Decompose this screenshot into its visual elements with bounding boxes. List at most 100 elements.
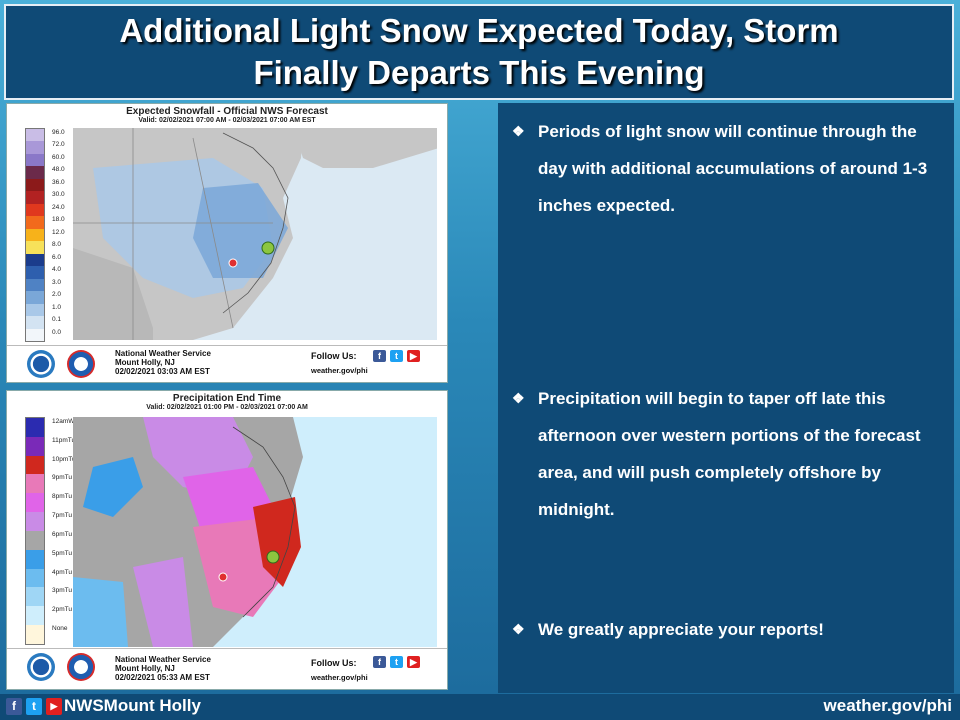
bullet-diamond-icon: ❖ xyxy=(512,390,525,406)
social-handle[interactable]: NWSMount Holly xyxy=(64,696,201,715)
snowfall-legend-swatch: 8.0 xyxy=(26,241,61,254)
precip-end-legend-label: 11pmTu xyxy=(52,436,76,444)
snowfall-legend-swatch: 36.0 xyxy=(26,178,65,192)
precip-end-legend-label: 8pmTu xyxy=(52,493,72,501)
twitter-icon[interactable]: t xyxy=(26,698,42,715)
snowfall-legend-swatch: 96.0 xyxy=(26,129,65,142)
snowfall-legend: 96.0 72.0 60.0 48.0 36.0 30.0 24.0 18.0 12.0 8.0 6… xyxy=(25,128,65,342)
snowfall-legend-label: 12.0 xyxy=(52,228,65,236)
title-banner: Additional Light Snow Expected Today, St… xyxy=(4,4,954,100)
precip-end-legend-swatch: None xyxy=(26,625,68,644)
precip-end-legend: 12amWe 11pmTu 10pmTu 9pmTu 8pmTu 7pmTu 6pmTu 5p… xyxy=(25,417,78,645)
bullet-text: We greatly appreciate your reports! xyxy=(538,620,824,639)
precip-end-map-panel: Precipitation End Time Valid: 02/02/2021… xyxy=(6,390,448,690)
snowfall-legend-swatch: 0.1 xyxy=(26,316,61,329)
twitter-icon[interactable]: t xyxy=(390,350,403,362)
snowfall-legend-swatch: 1.0 xyxy=(26,303,61,317)
snowfall-legend-label: 1.0 xyxy=(52,303,62,311)
precip-end-legend-label: 4pmTu xyxy=(52,568,72,576)
youtube-icon[interactable]: ▶ xyxy=(407,656,420,668)
snowfall-legend-label: 8.0 xyxy=(52,241,62,249)
precip-end-legend-label: 3pmTu xyxy=(52,587,72,595)
snowfall-footer-issued: 02/02/2021 03:03 AM EST xyxy=(115,367,210,376)
snowfall-footer-org: National Weather Service Mount Holly, NJ… xyxy=(115,349,211,376)
precip-end-legend-swatch: 11pmTu xyxy=(26,436,75,456)
precip-end-map-image xyxy=(73,417,437,647)
bullet-text: Precipitation will begin to taper off la… xyxy=(538,389,921,519)
bullet-item: ❖ Periods of light snow will continue th… xyxy=(512,113,940,224)
precip-end-follow-label: Follow Us: xyxy=(311,658,357,668)
title-line-2: Finally Departs This Evening xyxy=(253,54,705,91)
snowfall-legend-swatch: 12.0 xyxy=(26,228,65,242)
snowfall-footer-org-location: Mount Holly, NJ xyxy=(115,358,175,367)
snowfall-legend-swatch: 24.0 xyxy=(26,203,65,217)
snowfall-legend-label: 2.0 xyxy=(52,291,62,299)
bottom-social-bar: f t ▶ NWSMount Holly weather.gov/phi xyxy=(0,694,960,720)
snowfall-site-link[interactable]: weather.gov/phi xyxy=(311,366,368,375)
snowfall-legend-label: 6.0 xyxy=(52,253,62,261)
snowfall-map-graphic xyxy=(73,128,437,340)
snowfall-map-title: Expected Snowfall - Official NWS Forecas… xyxy=(126,106,328,117)
precip-end-footer-org-location: Mount Holly, NJ xyxy=(115,664,175,673)
youtube-icon[interactable]: ▶ xyxy=(407,350,420,362)
discussion-panel: ❖ Periods of light snow will continue th… xyxy=(498,103,954,693)
snowfall-legend-swatch: 72.0 xyxy=(26,141,65,154)
website-link[interactable]: weather.gov/phi xyxy=(823,696,952,715)
precip-end-legend-label: 12amWe xyxy=(52,418,78,425)
precip-end-footer-org-name: National Weather Service xyxy=(115,655,211,664)
snowfall-legend-label: 30.0 xyxy=(52,191,65,199)
precip-end-legend-swatch: 4pmTu xyxy=(26,568,72,588)
snowfall-legend-swatch: 18.0 xyxy=(26,216,65,229)
precip-end-footer-issued: 02/02/2021 05:33 AM EST xyxy=(115,673,210,682)
snowfall-legend-label: 3.0 xyxy=(52,278,62,286)
precip-end-map-title: Precipitation End Time xyxy=(172,393,282,404)
precip-end-legend-label: 9pmTu xyxy=(52,474,72,482)
precip-end-legend-swatch: 5pmTu xyxy=(26,549,72,569)
nws-logo-icon xyxy=(67,653,95,681)
snowfall-legend-label: 0.1 xyxy=(52,316,62,324)
precip-end-legend-swatch: 9pmTu xyxy=(26,474,72,494)
precip-end-legend-label: 6pmTu xyxy=(52,530,72,538)
precip-end-legend-swatch: 3pmTu xyxy=(26,587,72,607)
precip-end-legend-swatch: 10pmTu xyxy=(26,455,76,475)
precip-end-legend-label: 5pmTu xyxy=(52,549,72,557)
snowfall-map-valid-time: Valid: 02/02/2021 07:00 AM - 02/03/2021 … xyxy=(138,117,316,124)
precip-end-legend-swatch: 12amWe xyxy=(26,418,78,437)
facebook-icon[interactable]: f xyxy=(373,656,386,668)
precip-end-site-link[interactable]: weather.gov/phi xyxy=(311,673,368,682)
snowfall-legend-label: 36.0 xyxy=(52,178,65,186)
precip-end-footer-org: National Weather Service Mount Holly, NJ… xyxy=(115,655,211,682)
snowfall-legend-swatch: 60.0 xyxy=(26,153,65,167)
snowfall-legend-label: 4.0 xyxy=(52,266,62,274)
youtube-icon[interactable]: ▶ xyxy=(46,698,62,715)
snowfall-legend-label: 0.0 xyxy=(52,328,62,336)
precip-end-legend-label: 2pmTu xyxy=(52,606,72,614)
snowfall-legend-swatch: 30.0 xyxy=(26,191,65,204)
snowfall-legend-label: 72.0 xyxy=(52,141,65,149)
precip-end-legend-swatch: 6pmTu xyxy=(26,530,72,550)
facebook-icon[interactable]: f xyxy=(373,350,386,362)
noaa-logo-icon xyxy=(27,653,55,681)
precip-end-legend-swatch: 8pmTu xyxy=(26,493,72,513)
noaa-logo-icon xyxy=(27,350,55,378)
bullet-item: ❖ We greatly appreciate your reports! xyxy=(512,611,940,648)
precip-end-legend-label: None xyxy=(52,625,68,633)
precip-end-map-footer: National Weather Service Mount Holly, NJ… xyxy=(7,648,447,689)
snowfall-follow-label: Follow Us: xyxy=(311,351,357,361)
snowfall-legend-label: 48.0 xyxy=(52,166,65,174)
nws-logo-icon xyxy=(67,350,95,378)
snowfall-map-header: Expected Snowfall - Official NWS Forecas… xyxy=(7,106,447,124)
snowfall-legend-swatch: 2.0 xyxy=(26,291,61,304)
precip-end-legend-swatch: 2pmTu xyxy=(26,606,72,626)
twitter-icon[interactable]: t xyxy=(390,656,403,668)
precip-end-legend-label: 10pmTu xyxy=(52,455,76,463)
bullet-diamond-icon: ❖ xyxy=(512,123,525,139)
precip-end-legend-label: 7pmTu xyxy=(52,512,72,520)
facebook-icon[interactable]: f xyxy=(6,698,22,715)
snowfall-legend-swatch: 3.0 xyxy=(26,278,61,292)
snowfall-legend-label: 24.0 xyxy=(52,203,65,211)
precip-end-map-valid-time: Valid: 02/02/2021 01:00 PM - 02/03/2021 … xyxy=(146,404,308,411)
bullet-text: Periods of light snow will continue thro… xyxy=(538,122,928,215)
snowfall-legend-swatch: 0.0 xyxy=(26,328,61,341)
bullet-item: ❖ Precipitation will begin to taper off … xyxy=(512,380,940,528)
